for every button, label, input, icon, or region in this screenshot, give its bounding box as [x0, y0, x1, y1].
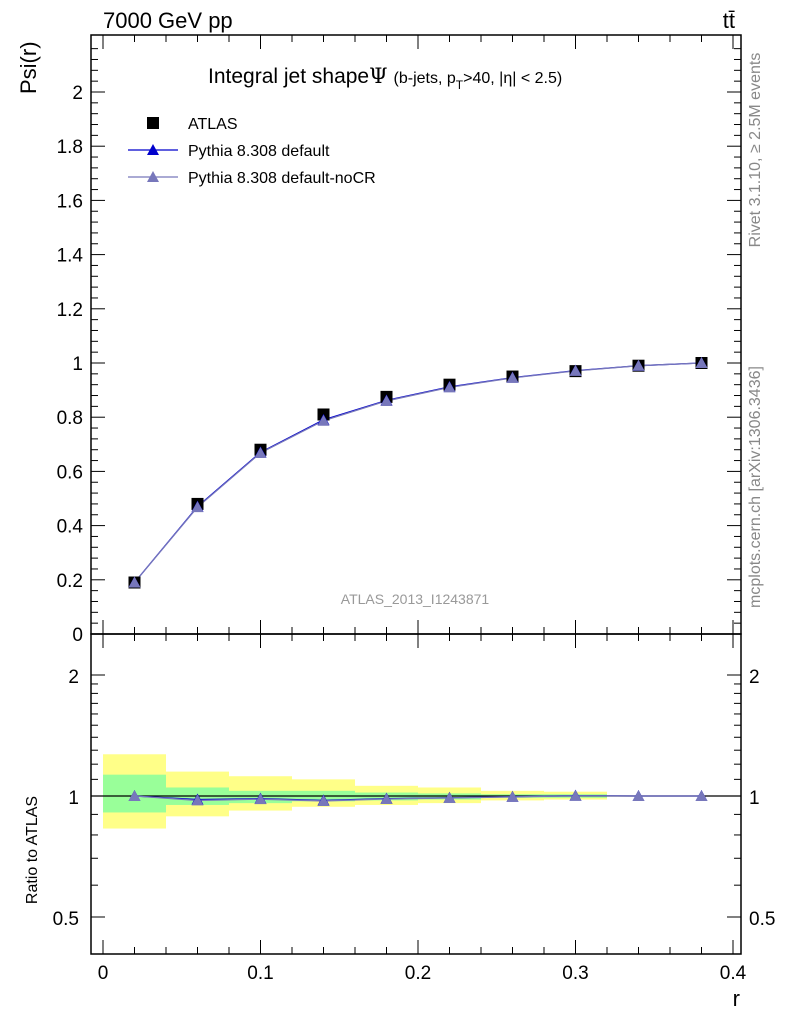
- ratio-series-1-point: [317, 794, 330, 806]
- ratio-series-1-point: [443, 791, 456, 803]
- main-y-tick-label: 1.8: [57, 137, 83, 158]
- series-2-point: [128, 576, 141, 588]
- main-series-markers: [128, 357, 708, 589]
- legend: ATLAS Pythia 8.308 default Pythia 8.308 …: [128, 116, 376, 187]
- ratio-series-1-point: [632, 790, 645, 801]
- main-y-tick-label: 0.8: [57, 408, 83, 429]
- ratio-axis-ticks: 0.5 0.5 1 1 2 2 0 0.1 0.2 0.3 0.4: [53, 634, 775, 984]
- main-y-tick-label: 0.4: [57, 517, 84, 538]
- x-tick-label: 0.3: [562, 963, 588, 984]
- main-y-tick-label: 1.6: [57, 191, 83, 212]
- ratio-series-1-point: [695, 790, 708, 801]
- analysis-watermark: ATLAS_2013_I1243871: [341, 591, 490, 607]
- series-2-point: [443, 381, 456, 393]
- rivet-label: Rivet 3.1.10, ≥ 2.5M events: [747, 53, 764, 248]
- ratio-y-tick-label: 1: [68, 788, 79, 809]
- legend-nocr-marker: [147, 171, 159, 182]
- ratio-y-tick-label-right: 0.5: [749, 909, 775, 930]
- ratio-series-1-point: [254, 793, 267, 805]
- series-2-point: [380, 394, 393, 406]
- header-right: tt̄: [723, 8, 735, 33]
- title-symbol: Ψ: [369, 64, 387, 88]
- series-2-point: [254, 446, 267, 458]
- legend-atlas-label: ATLAS: [188, 116, 238, 133]
- ratio-series-1-point: [380, 792, 393, 804]
- main-y-label: Psi(r): [16, 41, 41, 94]
- title-sub: T: [456, 78, 464, 92]
- title-rest: >40, |η| < 2.5): [463, 70, 562, 87]
- chart-title: Integral jet shapeΨ (b-jets, pT>40, |η| <…: [208, 64, 562, 92]
- series-2-point: [569, 364, 582, 376]
- series-2-point: [317, 414, 330, 426]
- series-2-point: [506, 371, 519, 383]
- ratio-panel: 0.5 0.5 1 1 2 2 0 0.1 0.2 0.3 0.4 Ratio to ATLAS r: [24, 633, 775, 1011]
- legend-nocr-label: Pythia 8.308 default-noCR: [188, 170, 376, 187]
- main-series-lines: [133, 362, 702, 583]
- main-axis-ticks: 0 0.2 0.4 0.6 0.8 1 1.2 1.4 1.6 1.8 2: [57, 35, 741, 646]
- main-y-tick-label: 1.2: [57, 300, 83, 321]
- main-y-tick-label: 1: [72, 354, 83, 375]
- x-tick-label: 0.1: [247, 963, 273, 984]
- ratio-series-1-point: [506, 790, 519, 802]
- legend-default-marker: [147, 144, 159, 155]
- ratio-bands: [103, 754, 607, 829]
- x-axis-label: r: [733, 986, 740, 1011]
- main-y-tick-label: 2: [72, 83, 83, 104]
- legend-atlas-marker: [147, 117, 159, 129]
- main-y-tick-label: 1.4: [57, 246, 84, 267]
- ratio-series-1-point: [128, 790, 141, 801]
- ratio-y-tick-label: 2: [68, 667, 79, 688]
- ratio-series-lines: [134, 795, 702, 802]
- ratio-series-1-point: [191, 794, 204, 806]
- legend-default-label: Pythia 8.308 default: [188, 143, 330, 160]
- main-y-tick-label: 0: [72, 625, 83, 646]
- main-panel: 0 0.2 0.4 0.6 0.8 1 1.2 1.4 1.6 1.8 2 Integral jet…: [16, 34, 742, 646]
- series-line-2: [134, 362, 702, 583]
- mcplots-label: mcplots.cern.ch [arXiv:1306.3436]: [747, 366, 764, 608]
- title-main: Integral jet shape: [208, 65, 369, 88]
- series-2-point: [191, 501, 204, 513]
- main-y-tick-label: 0.2: [57, 571, 83, 592]
- ratio-series-1-point: [569, 789, 582, 801]
- series-2-point: [632, 359, 645, 371]
- x-tick-label: 0.4: [720, 963, 747, 984]
- ratio-y-tick-label-right: 2: [749, 667, 760, 688]
- ratio-y-tick-label-right: 1: [749, 788, 760, 809]
- title-paren: (b-jets, p: [394, 70, 456, 87]
- series-2-point: [695, 357, 708, 368]
- series-line-1: [133, 362, 702, 583]
- ratio-y-label: Ratio to ATLAS: [24, 796, 41, 904]
- x-tick-label: 0.2: [405, 963, 431, 984]
- ratio-series-line-1: [134, 795, 702, 802]
- main-y-tick-label: 0.6: [57, 462, 83, 483]
- header-left: 7000 GeV pp: [103, 8, 233, 33]
- x-tick-label: 0: [98, 963, 109, 984]
- ratio-series-markers: [128, 789, 708, 806]
- ratio-y-tick-label: 0.5: [53, 909, 79, 930]
- ratio-frame: [90, 633, 742, 955]
